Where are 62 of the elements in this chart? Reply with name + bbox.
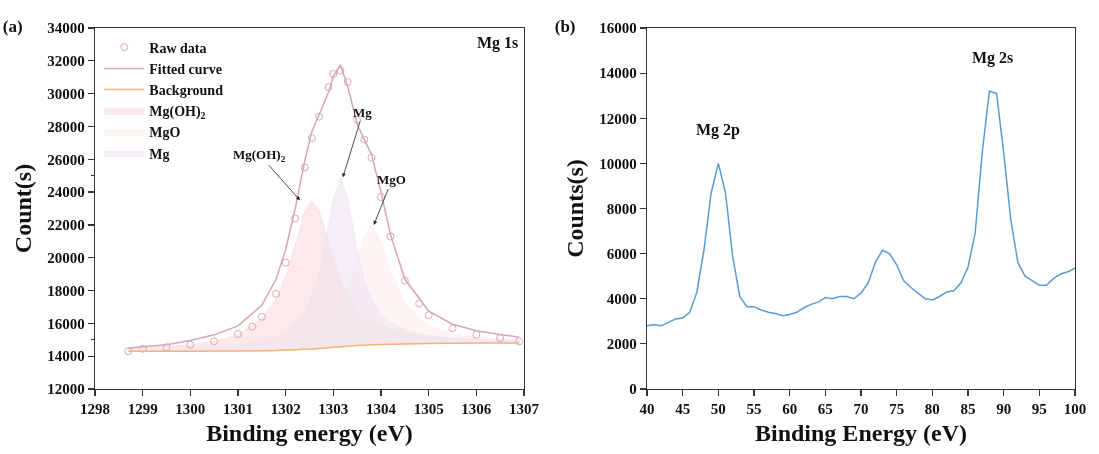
x-tick-label: 1301 xyxy=(223,401,253,418)
x-tick-label: 70 xyxy=(853,401,869,418)
y-tick-label: 18000 xyxy=(47,282,85,299)
legend-label: Background xyxy=(149,83,224,99)
y-tick-label: 30000 xyxy=(47,85,85,102)
y-tick-label: 8000 xyxy=(606,200,637,217)
x-tick-label: 85 xyxy=(960,401,976,418)
y-tick-label: 20000 xyxy=(47,249,85,266)
x-tick-label: 1299 xyxy=(127,401,158,418)
x-tick-label: 1305 xyxy=(413,401,444,418)
y-tick-label: 16000 xyxy=(599,20,637,37)
y-tick-label: 14000 xyxy=(599,65,637,82)
x-tick-label: 75 xyxy=(889,401,905,418)
y-tick-label: 12000 xyxy=(599,110,637,127)
x-tick-label: 1303 xyxy=(318,401,349,418)
x-tick-label: 55 xyxy=(746,401,762,418)
x-tick-label: 95 xyxy=(1031,401,1047,418)
legend-label: Raw data xyxy=(149,40,207,56)
y-tick-label: 28000 xyxy=(47,118,85,135)
x-axis-title: Binding energy (eV) xyxy=(206,420,413,447)
chart-title: (a) xyxy=(2,17,23,37)
annotation: Mg 1s xyxy=(477,34,519,52)
y-tick-label: 6000 xyxy=(606,245,637,262)
legend-label: Mg xyxy=(149,146,170,162)
y-tick-label: 24000 xyxy=(47,184,85,201)
annotation: Mg xyxy=(353,105,373,120)
x-tick-label: 1300 xyxy=(175,401,206,418)
y-axis-title: Count(s) xyxy=(10,163,37,254)
y-tick-label: 22000 xyxy=(47,217,85,234)
y-tick-label: 14000 xyxy=(47,348,85,365)
legend-label: Fitted curve xyxy=(149,61,222,77)
x-tick-label: 40 xyxy=(639,401,655,418)
x-tick-label: 80 xyxy=(924,401,940,418)
y-tick-label: 2000 xyxy=(606,336,637,353)
x-tick-label: 60 xyxy=(782,401,798,418)
x-tick-label: 1306 xyxy=(461,401,492,418)
annotation: Mg 2p xyxy=(696,121,741,139)
y-axis-title: Counts(s) xyxy=(562,159,589,258)
chart-title: (b) xyxy=(554,17,576,37)
legend-label: Mg(OH)$_{2}$ xyxy=(149,104,206,122)
y-tick-label: 16000 xyxy=(47,315,85,332)
y-tick-label: 34000 xyxy=(47,20,85,37)
annotation: MgO xyxy=(377,172,406,187)
y-tick-label: 12000 xyxy=(47,381,85,398)
y-tick-label: 0 xyxy=(629,381,637,398)
x-axis-title: Binding Energy (eV) xyxy=(754,420,968,447)
y-tick-label: 26000 xyxy=(47,151,85,168)
y-tick-label: 32000 xyxy=(47,53,85,70)
y-tick-label: 4000 xyxy=(606,291,637,307)
x-tick-label: 1307 xyxy=(509,401,540,418)
x-tick-label: 100 xyxy=(1063,401,1087,418)
annotation: Mg(OH)$_{2}$ xyxy=(233,147,286,164)
x-tick-label: 65 xyxy=(817,401,833,418)
x-tick-label: 1302 xyxy=(270,401,301,418)
x-tick-label: 1304 xyxy=(366,401,397,418)
x-tick-label: 50 xyxy=(710,401,726,418)
x-tick-label: 1298 xyxy=(80,401,110,418)
annotation: Mg 2s xyxy=(972,49,1014,67)
x-tick-label: 90 xyxy=(996,401,1012,418)
y-tick-label: 10000 xyxy=(599,155,637,172)
legend-label: MgO xyxy=(149,125,181,141)
x-tick-label: 45 xyxy=(675,401,691,418)
